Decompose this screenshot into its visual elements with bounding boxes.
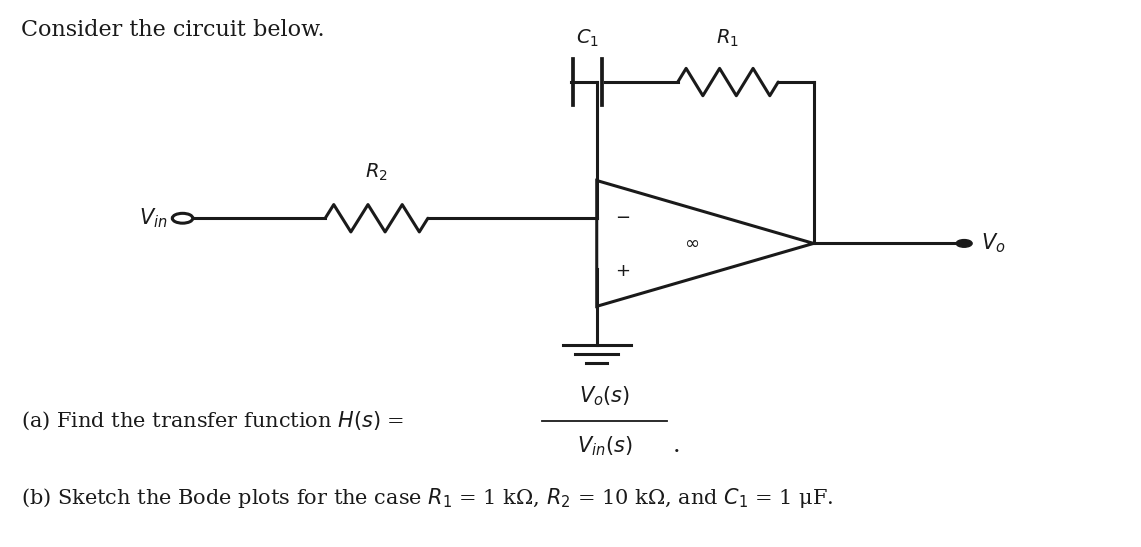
Text: Consider the circuit below.: Consider the circuit below. (21, 19, 324, 41)
Text: (b) Sketch the Bode plots for the case $R_1$ = 1 kΩ, $R_2$ = 10 kΩ, and $C_1$ = : (b) Sketch the Bode plots for the case $… (21, 486, 833, 510)
Text: $C_1$: $C_1$ (576, 28, 599, 49)
Text: (a) Find the transfer function $H(s)$ =: (a) Find the transfer function $H(s)$ = (21, 410, 406, 433)
Circle shape (172, 213, 193, 223)
Text: $V_{in}$: $V_{in}$ (139, 206, 168, 230)
Text: $R_2$: $R_2$ (365, 161, 388, 183)
Text: $\infty$: $\infty$ (683, 235, 699, 252)
Text: $V_o(s)$: $V_o(s)$ (580, 385, 630, 409)
Text: .: . (673, 434, 681, 457)
Text: $+$: $+$ (615, 263, 630, 280)
Text: $V_{in}(s)$: $V_{in}(s)$ (577, 434, 632, 458)
Text: $V_o$: $V_o$ (981, 231, 1006, 255)
Text: $-$: $-$ (615, 207, 630, 224)
Text: $R_1$: $R_1$ (717, 28, 739, 49)
Circle shape (956, 240, 972, 247)
